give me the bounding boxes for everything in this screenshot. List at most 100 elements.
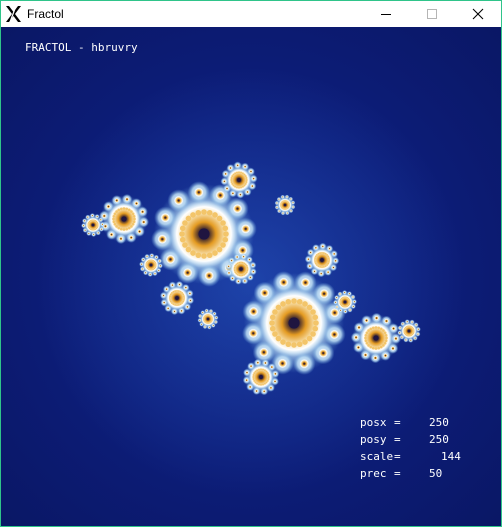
spiral-mid-right-dot	[328, 259, 331, 261]
spiral-top-dot	[238, 171, 240, 174]
spiral-bottom-petal-core	[256, 360, 260, 365]
minimize-button[interactable]	[363, 1, 409, 27]
spiral-far-right-dot	[407, 335, 409, 337]
julia-fractal-image	[36, 67, 466, 497]
spiral-left-dot	[117, 226, 121, 230]
spiral-top-center	[237, 178, 241, 182]
spiral-mini-b-petal-core	[348, 292, 351, 295]
spiral-right-petal-core	[356, 325, 362, 330]
spiral-lower-dot	[291, 298, 297, 304]
spiral-mini-d-dot	[286, 200, 288, 202]
spiral-bottom-petal-core	[273, 379, 277, 384]
spiral-mid-left-petal-core	[188, 298, 192, 303]
spiral-mid-left-petal-core	[172, 309, 177, 313]
spiral-mid-right-center	[320, 258, 324, 262]
spiral-far-right-petal-core	[411, 320, 414, 324]
spiral-mini-b-dot	[346, 297, 349, 299]
spiral-mini-d-petal-core	[289, 197, 292, 200]
spiral-bottom-petal-core	[244, 378, 249, 382]
spiral-left-dot	[112, 214, 116, 218]
spiral-top-dot	[244, 175, 247, 178]
spiral-far-right-dot	[413, 330, 415, 332]
spiral-far-left-dot	[87, 223, 89, 225]
spiral-junction-dot	[240, 274, 242, 277]
spiral-mid-left-dot	[182, 295, 185, 298]
spiral-bottom-petal-core	[245, 370, 249, 375]
spiral-mini-a-dot	[155, 265, 157, 267]
close-button[interactable]	[455, 1, 501, 27]
spiral-far-left-dot	[96, 221, 98, 224]
spiral-far-left-dot	[97, 225, 99, 227]
spiral-mini-c-dot	[206, 314, 208, 316]
spiral-upper-petal-core	[165, 254, 176, 265]
spiral-mini-d-petal-core	[292, 201, 295, 204]
spiral-mini-c-dot	[207, 314, 209, 316]
spiral-right-center	[373, 335, 379, 341]
spiral-junction-petal-core	[231, 276, 234, 280]
spiral-right-dot	[383, 341, 387, 345]
spiral-mini-a-dot	[152, 268, 155, 270]
spiral-far-right-dot	[404, 326, 407, 329]
spiral-mini-b-dot	[344, 296, 346, 298]
spiral-mini-d-petal-core	[281, 195, 284, 198]
spiral-mid-left-dot	[171, 292, 173, 294]
spiral-bottom-dot	[256, 382, 259, 385]
spiral-mini-b-dot	[349, 301, 351, 303]
spiral-mini-d-center	[283, 203, 287, 207]
spiral-bottom-petal-core	[269, 386, 273, 390]
spiral-far-right-dot	[404, 327, 406, 330]
spiral-mid-right-dot	[322, 252, 325, 255]
spiral-mini-b-dot	[343, 306, 345, 308]
spiral-far-right-dot	[404, 332, 406, 335]
title-bar[interactable]: Fractol	[1, 1, 501, 27]
spiral-left-dot	[119, 207, 123, 211]
spiral-top-petal-core	[250, 184, 255, 188]
spiral-lower-petal-core	[319, 288, 329, 299]
spiral-far-left-petal-core	[86, 216, 89, 219]
spiral-right-dot	[374, 347, 378, 350]
spiral-far-right-petal-core	[409, 339, 412, 342]
info-equals-prec: =	[394, 467, 401, 480]
close-icon	[472, 8, 484, 20]
spiral-far-left-dot	[88, 226, 90, 229]
spiral-far-right-petal-core	[416, 333, 420, 336]
spiral-bottom-dot	[258, 368, 260, 371]
spiral-mid-right-petal-core	[332, 252, 336, 256]
spiral-mini-a-dot	[155, 264, 157, 266]
spiral-bottom-dot	[266, 372, 269, 375]
spiral-far-left-dot	[91, 229, 93, 231]
spiral-upper-dot	[220, 220, 226, 226]
spiral-mini-b-dot	[347, 304, 350, 307]
spiral-far-right-petal-core	[404, 338, 407, 342]
spiral-upper-dot	[206, 209, 213, 216]
spiral-bottom-dot	[263, 369, 266, 372]
spiral-lower-petal-core	[329, 329, 340, 340]
spiral-right-dot	[367, 344, 370, 347]
spiral-mid-left-dot	[172, 290, 175, 293]
spiral-right-dot	[369, 345, 373, 349]
spiral-top-dot	[234, 185, 237, 188]
spiral-mid-right-petal-core	[327, 247, 332, 251]
info-equals-posy: =	[394, 433, 401, 446]
spiral-junction-dot	[243, 273, 246, 276]
spiral-mid-right-petal-core	[331, 265, 335, 270]
spiral-mini-d-dot	[286, 208, 288, 210]
spiral-lower-dot	[272, 309, 278, 315]
spiral-mid-left-center	[175, 296, 179, 300]
spiral-bottom-dot	[253, 372, 256, 375]
spiral-top-dot	[241, 185, 244, 188]
spiral-mini-c-dot	[203, 320, 205, 322]
spiral-right-dot	[379, 345, 383, 349]
maximize-button[interactable]	[409, 1, 455, 27]
spiral-mini-b-dot	[339, 301, 341, 303]
spiral-mini-a-dot	[145, 263, 147, 265]
fractal-halo	[36, 67, 466, 497]
spiral-mid-right-dot	[327, 255, 330, 258]
fractal-canvas[interactable]: FRACTOL - hbruvry posx = 250 posy = 250 scale =…	[1, 27, 501, 526]
spiral-mini-d-petal-core	[286, 195, 288, 198]
spiral-mid-right-dot	[321, 251, 323, 254]
spiral-top-dot	[243, 184, 246, 187]
spiral-junction-petal-core	[251, 270, 255, 274]
spiral-mid-left-dot	[181, 292, 183, 294]
spiral-left-dot	[125, 207, 129, 211]
